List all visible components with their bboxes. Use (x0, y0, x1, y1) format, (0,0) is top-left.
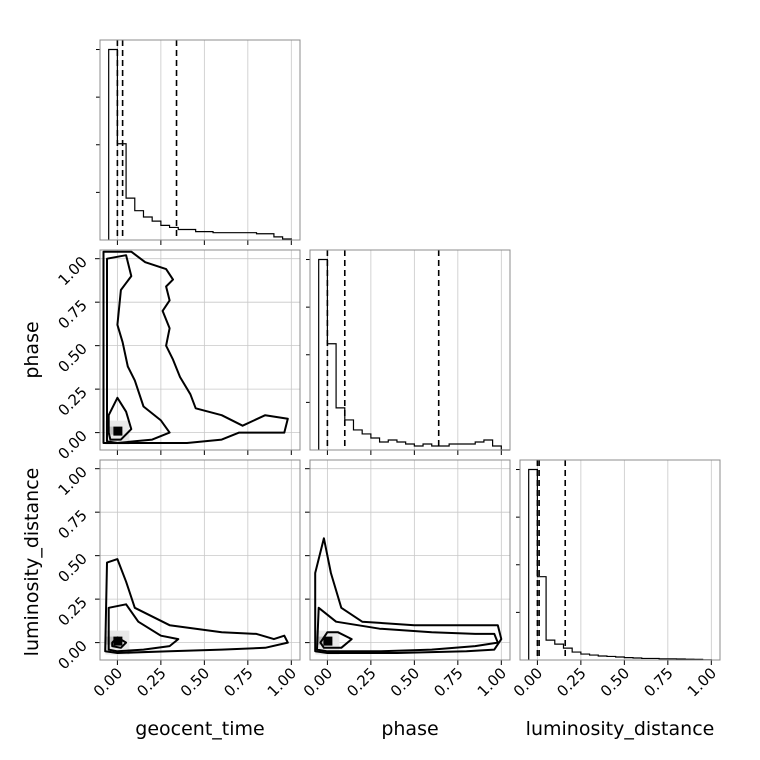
panel-luminosity-distance-histogram: luminosity_distance (526, 718, 715, 740)
x-tick-label: 1.00 (264, 664, 300, 700)
density-peak (113, 426, 123, 436)
xlabel-geocent-time: geocent_time (135, 718, 264, 740)
y-tick-label: 0.00 (54, 637, 90, 673)
panel-hist-geocent_time (96, 39, 301, 245)
panel-geocent-time-histogram: geocent_time (135, 718, 264, 740)
panel-luminosity_distance-vs-geocent_time: 0.000.250.500.751.000.00 0.25 0.50 0.75 1.00 (54, 459, 301, 700)
density-mid (106, 426, 115, 435)
x-tick-label: 1.00 (474, 664, 510, 700)
contour-level-1 (107, 396, 133, 441)
xlabel-phase: phase (381, 718, 438, 740)
y-tick-label: 0.00 (54, 427, 90, 463)
y-tick-label: 0.75 (54, 506, 90, 542)
panel-luminosity_distance-vs-phase: 0.00 0.25 0.50 0.75 1.00 (300, 459, 511, 700)
panel-frame (309, 459, 511, 661)
panel-phase-vs-geocent_time: 0.00 0.25 0.50 0.75 1.00 (54, 249, 301, 463)
x-tick-label: 0.00 (510, 664, 546, 700)
density-peak (113, 636, 123, 646)
panel-frame (99, 459, 301, 661)
contour-level-3 (102, 250, 289, 444)
x-tick-label: 0.00 (90, 664, 126, 700)
plot-layer: 0.000.250.500.751.000.000.250.500.751.00… (54, 39, 721, 700)
y-tick-label: 1.00 (54, 253, 90, 289)
density-peak (323, 636, 333, 646)
y-tick-label: 0.50 (54, 550, 90, 586)
contour-level-3 (314, 537, 503, 654)
x-tick-label: 0.75 (640, 664, 676, 700)
contour-level-2 (106, 254, 171, 444)
contour-level-3 (104, 558, 289, 654)
x-tick-label: 0.50 (597, 664, 633, 700)
ylabel-phase: phase (21, 321, 43, 378)
xlabel-luminosity-distance: luminosity_distance (526, 718, 715, 740)
contour-level-1 (111, 636, 128, 649)
density-mid (106, 636, 115, 645)
x-tick-label: 1.00 (684, 664, 720, 700)
contour-level-1 (319, 631, 353, 649)
panel-phase-histogram: phase (381, 718, 438, 740)
x-tick-label: 0.25 (133, 664, 169, 700)
x-tick-label: 0.50 (387, 664, 423, 700)
histogram-phase (318, 258, 510, 451)
x-tick-label: 0.75 (220, 664, 256, 700)
panel-frame (309, 249, 511, 451)
panel-hist-phase (306, 249, 511, 455)
y-tick-label: 0.50 (54, 340, 90, 376)
histogram-luminosity_distance (528, 468, 712, 661)
ylabel-luminosity-distance: luminosity_distance (21, 468, 43, 657)
x-tick-label: 0.25 (553, 664, 589, 700)
x-tick-label: 0.50 (177, 664, 213, 700)
panel-frame (99, 249, 301, 451)
panel-frame (99, 39, 301, 241)
panel-hist-luminosity_distance: 0.00 0.25 0.50 0.75 1.00 (510, 459, 721, 700)
y-tick-label: 0.25 (54, 593, 90, 629)
contour-level-2 (107, 603, 180, 653)
y-tick-label: 0.25 (54, 383, 90, 419)
y-tick-label: 0.75 (54, 296, 90, 332)
histogram-geocent_time (108, 48, 292, 240)
x-tick-label: 0.25 (343, 664, 379, 700)
x-tick-label: 0.75 (430, 664, 466, 700)
panel-frame (519, 459, 721, 661)
density-mid (316, 636, 325, 645)
y-tick-label: 1.00 (54, 463, 90, 499)
contour-level-2 (316, 606, 499, 653)
x-tick-label: 0.00 (300, 664, 336, 700)
